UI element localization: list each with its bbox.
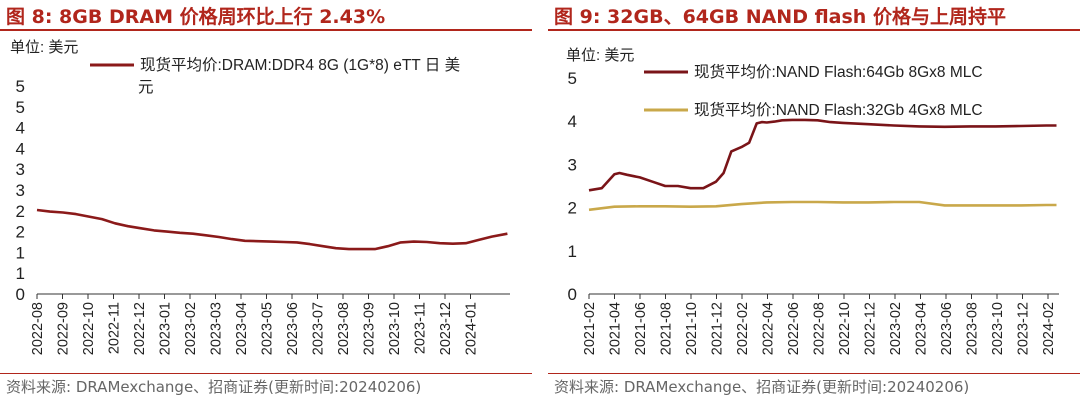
y-tick-label: 3 — [16, 181, 25, 200]
x-tick-label: 2022-10 — [81, 302, 97, 355]
x-tick-label: 2022-11 — [107, 302, 123, 354]
dram-price-chart: 单位: 美元 现货平均价:DRAM:DDR4 8G (1G*8) eTT 日 美… — [10, 39, 510, 355]
x-tick-label: 2023-10 — [990, 302, 1006, 355]
x-tick-label: 2023-08 — [336, 302, 352, 355]
x-tick-label: 2023-02 — [888, 302, 904, 355]
x-tick-label: 2021-08 — [659, 302, 675, 355]
series-group — [588, 118, 1057, 212]
x-tick-label: 2023-12 — [438, 302, 454, 355]
x-tick-label: 2021-10 — [684, 302, 700, 355]
y-tick-label: 4 — [16, 119, 25, 138]
x-tick-label: 2022-08 — [30, 302, 46, 355]
x-tick-label: 2021-06 — [633, 302, 649, 355]
y-tick-label: 3 — [568, 155, 577, 174]
legend-label: 现货平均价:NAND Flash:32Gb 4Gx8 MLC — [694, 101, 983, 119]
figure-title: 图 9: 32GB、64GB NAND flash 价格与上周持平 — [554, 6, 1006, 28]
x-tick-label: 2023-06 — [939, 302, 955, 355]
legend-label: 现货平均价:DRAM:DDR4 8G (1G*8) eTT 日 美 — [140, 56, 460, 74]
x-tick-label: 2022-06 — [786, 302, 802, 355]
y-tick-label: 5 — [568, 69, 577, 88]
y-tick-label: 1 — [568, 242, 577, 261]
y-tick-label: 1 — [16, 243, 25, 262]
y-tick-label: 5 — [16, 77, 25, 96]
x-tick-label: 2023-03 — [209, 302, 225, 355]
x-tick-label: 2021-04 — [608, 302, 624, 355]
x-tick-label: 2022-04 — [761, 302, 777, 355]
figure-title: 图 8: 8GB DRAM 价格周环比上行 2.43% — [6, 6, 386, 28]
x-tick-label: 2023-07 — [311, 302, 327, 355]
x-tick-label: 2023-02 — [183, 302, 199, 355]
x-tick-label: 2021-02 — [582, 302, 598, 355]
x-tick-label: 2021-12 — [710, 302, 726, 355]
x-tick-label: 2022-10 — [837, 302, 853, 355]
source-divider — [0, 373, 532, 374]
x-tick-label: 2023-11 — [413, 302, 429, 354]
y-tick-label: 4 — [568, 112, 577, 131]
figure-9-panel: 图 9: 32GB、64GB NAND flash 价格与上周持平 单位: 美元… — [548, 0, 1080, 402]
legend: 现货平均价:DRAM:DDR4 8G (1G*8) eTT 日 美元 — [90, 56, 460, 96]
x-tick-label: 2023-08 — [965, 302, 981, 355]
legend-label: 元 — [138, 79, 154, 96]
title-divider — [0, 29, 532, 31]
y-tick-label: 4 — [16, 139, 25, 158]
legend: 现货平均价:NAND Flash:64Gb 8Gx8 MLC 现货平均价:NAND… — [644, 63, 983, 119]
source-note: 资料来源: DRAMexchange、招商证券(更新时间:20240206) — [6, 378, 422, 396]
x-tick-label: 2022-02 — [735, 302, 751, 355]
title-divider — [548, 29, 1080, 31]
y-tick-label: 3 — [16, 160, 25, 179]
x-tick-label: 2022-08 — [812, 302, 828, 355]
source-divider — [548, 373, 1080, 374]
y-tick-label: 0 — [16, 285, 25, 304]
x-tick-label: 2023-09 — [362, 302, 378, 355]
y-tick-label: 5 — [16, 98, 25, 117]
x-tick-label: 2023-05 — [260, 302, 276, 355]
x-tick-label: 2022-12 — [132, 302, 148, 355]
series-line-2 — [588, 200, 1057, 212]
x-tick-label: 2023-01 — [158, 302, 174, 355]
legend-label: 现货平均价:NAND Flash:64Gb 8Gx8 MLC — [694, 63, 983, 81]
x-tick-label: 2023-04 — [914, 302, 930, 355]
x-tick-label: 2024-01 — [464, 302, 480, 355]
x-tick-label: 2023-04 — [234, 302, 250, 355]
series-line-1 — [588, 118, 1057, 192]
y-tick-label: 1 — [16, 264, 25, 283]
y-tick-label: 2 — [16, 202, 25, 221]
x-tick-label: 2022-09 — [56, 302, 72, 355]
series-line-1 — [36, 208, 508, 251]
x-tick-label: 2023-06 — [285, 302, 301, 355]
unit-label: 单位: 美元 — [566, 47, 634, 64]
figure-8-panel: 图 8: 8GB DRAM 价格周环比上行 2.43% 单位: 美元 现货平均价… — [0, 0, 532, 402]
x-tick-label: 2023-12 — [1016, 302, 1032, 355]
nand-price-chart: 单位: 美元 现货平均价:NAND Flash:64Gb 8Gx8 MLC现货平… — [566, 47, 1059, 355]
y-tick-label: 0 — [568, 285, 577, 304]
source-note: 资料来源: DRAMexchange、招商证券(更新时间:20240206) — [554, 378, 970, 396]
x-tick-label: 2024-02 — [1041, 302, 1057, 355]
unit-label: 单位: 美元 — [10, 39, 78, 56]
x-tick-label: 2023-10 — [387, 302, 403, 355]
x-tick-label: 2022-12 — [863, 302, 879, 355]
axes: 0 1 2 3 4 5 2021-02 2021-04 2021-06 2021-08 2021-1… — [568, 69, 1059, 355]
y-tick-label: 2 — [568, 199, 577, 218]
y-tick-label: 2 — [16, 223, 25, 242]
series-group — [36, 208, 508, 251]
